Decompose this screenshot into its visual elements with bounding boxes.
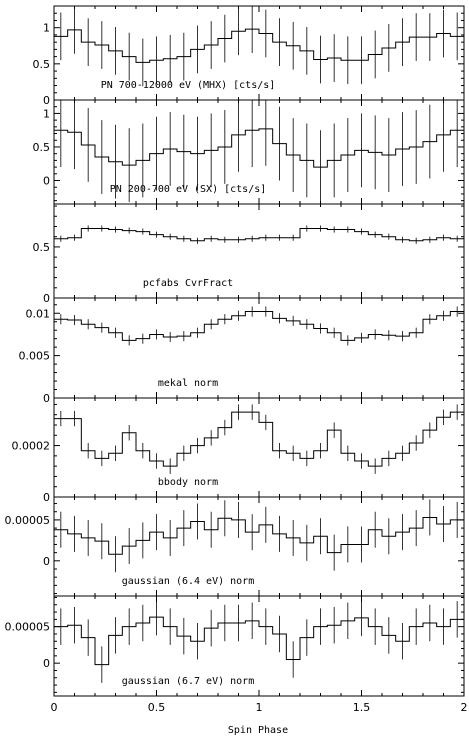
series-step-line bbox=[54, 411, 464, 467]
series-step-line bbox=[54, 128, 464, 168]
panel-label: bbody norm bbox=[158, 477, 218, 488]
panel-1: 0 0.5 1 PN 700-12000 eV (MHX) [cts/s] bbox=[33, 5, 465, 107]
y-tick-label: 0 bbox=[43, 292, 50, 305]
y-tick-label: 0.5 bbox=[33, 141, 51, 154]
series-step-line bbox=[54, 311, 464, 341]
series-step-line bbox=[54, 228, 464, 242]
x-tick-label: 2 bbox=[461, 701, 468, 714]
panel-label: pcfabs CvrFract bbox=[143, 278, 233, 289]
panel-label: PN 700-12000 eV (MHX) [cts/s] bbox=[101, 80, 276, 91]
panel-label: gaussian (6.7 eV) norm bbox=[122, 676, 254, 687]
y-tick-label: 0.5 bbox=[33, 241, 51, 254]
panel-5: 0 0.0002 bbody norm bbox=[12, 397, 465, 504]
panel-4: 0 0.005 0.01 mekal norm bbox=[19, 297, 465, 405]
panel-3: 0 0.5 pcfabs CvrFract bbox=[33, 203, 465, 305]
y-tick-label: 0.00005 bbox=[5, 514, 51, 527]
panel-7: 0 0.00005 gaussian (6.7 eV) norm bbox=[5, 595, 465, 697]
y-tick-label: 0 bbox=[43, 392, 50, 405]
y-tick-label: 0.0002 bbox=[12, 440, 51, 453]
panel-label: mekal norm bbox=[158, 378, 218, 389]
panel-6: 0 0.00005 gaussian (6.4 eV) norm bbox=[5, 496, 465, 597]
y-tick-label: 0 bbox=[43, 94, 50, 107]
x-axis-label: Spin Phase bbox=[228, 725, 288, 736]
y-tick-label: 0 bbox=[43, 491, 50, 504]
series-step-line bbox=[54, 516, 464, 555]
y-tick-label: 1 bbox=[43, 22, 50, 35]
y-tick-label: 0 bbox=[43, 555, 50, 568]
panel-2: 0 0.5 1 PN 200-700 eV (SX) [cts/s] bbox=[33, 99, 465, 205]
panel-frame bbox=[53, 203, 465, 299]
panel-label: gaussian (6.4 eV) norm bbox=[122, 576, 254, 587]
x-tick-label: 0 bbox=[51, 701, 58, 714]
panel-label: PN 200-700 eV (SX) [cts/s] bbox=[110, 184, 267, 195]
series-step-line bbox=[54, 28, 464, 63]
panel-frame bbox=[53, 297, 465, 399]
y-tick-label: 0 bbox=[43, 175, 50, 188]
y-tick-label: 0.5 bbox=[33, 58, 51, 71]
y-tick-label: 0 bbox=[43, 657, 50, 670]
y-tick-label: 1 bbox=[43, 107, 50, 120]
y-tick-label: 0.005 bbox=[19, 350, 51, 363]
x-tick-label: 1.5 bbox=[353, 701, 371, 714]
x-tick-label: 1 bbox=[256, 701, 263, 714]
y-tick-label: 0.00005 bbox=[5, 621, 51, 634]
y-tick-label: 0.01 bbox=[26, 307, 51, 320]
series-step-line bbox=[54, 616, 464, 666]
x-tick-label: 0.5 bbox=[148, 701, 166, 714]
